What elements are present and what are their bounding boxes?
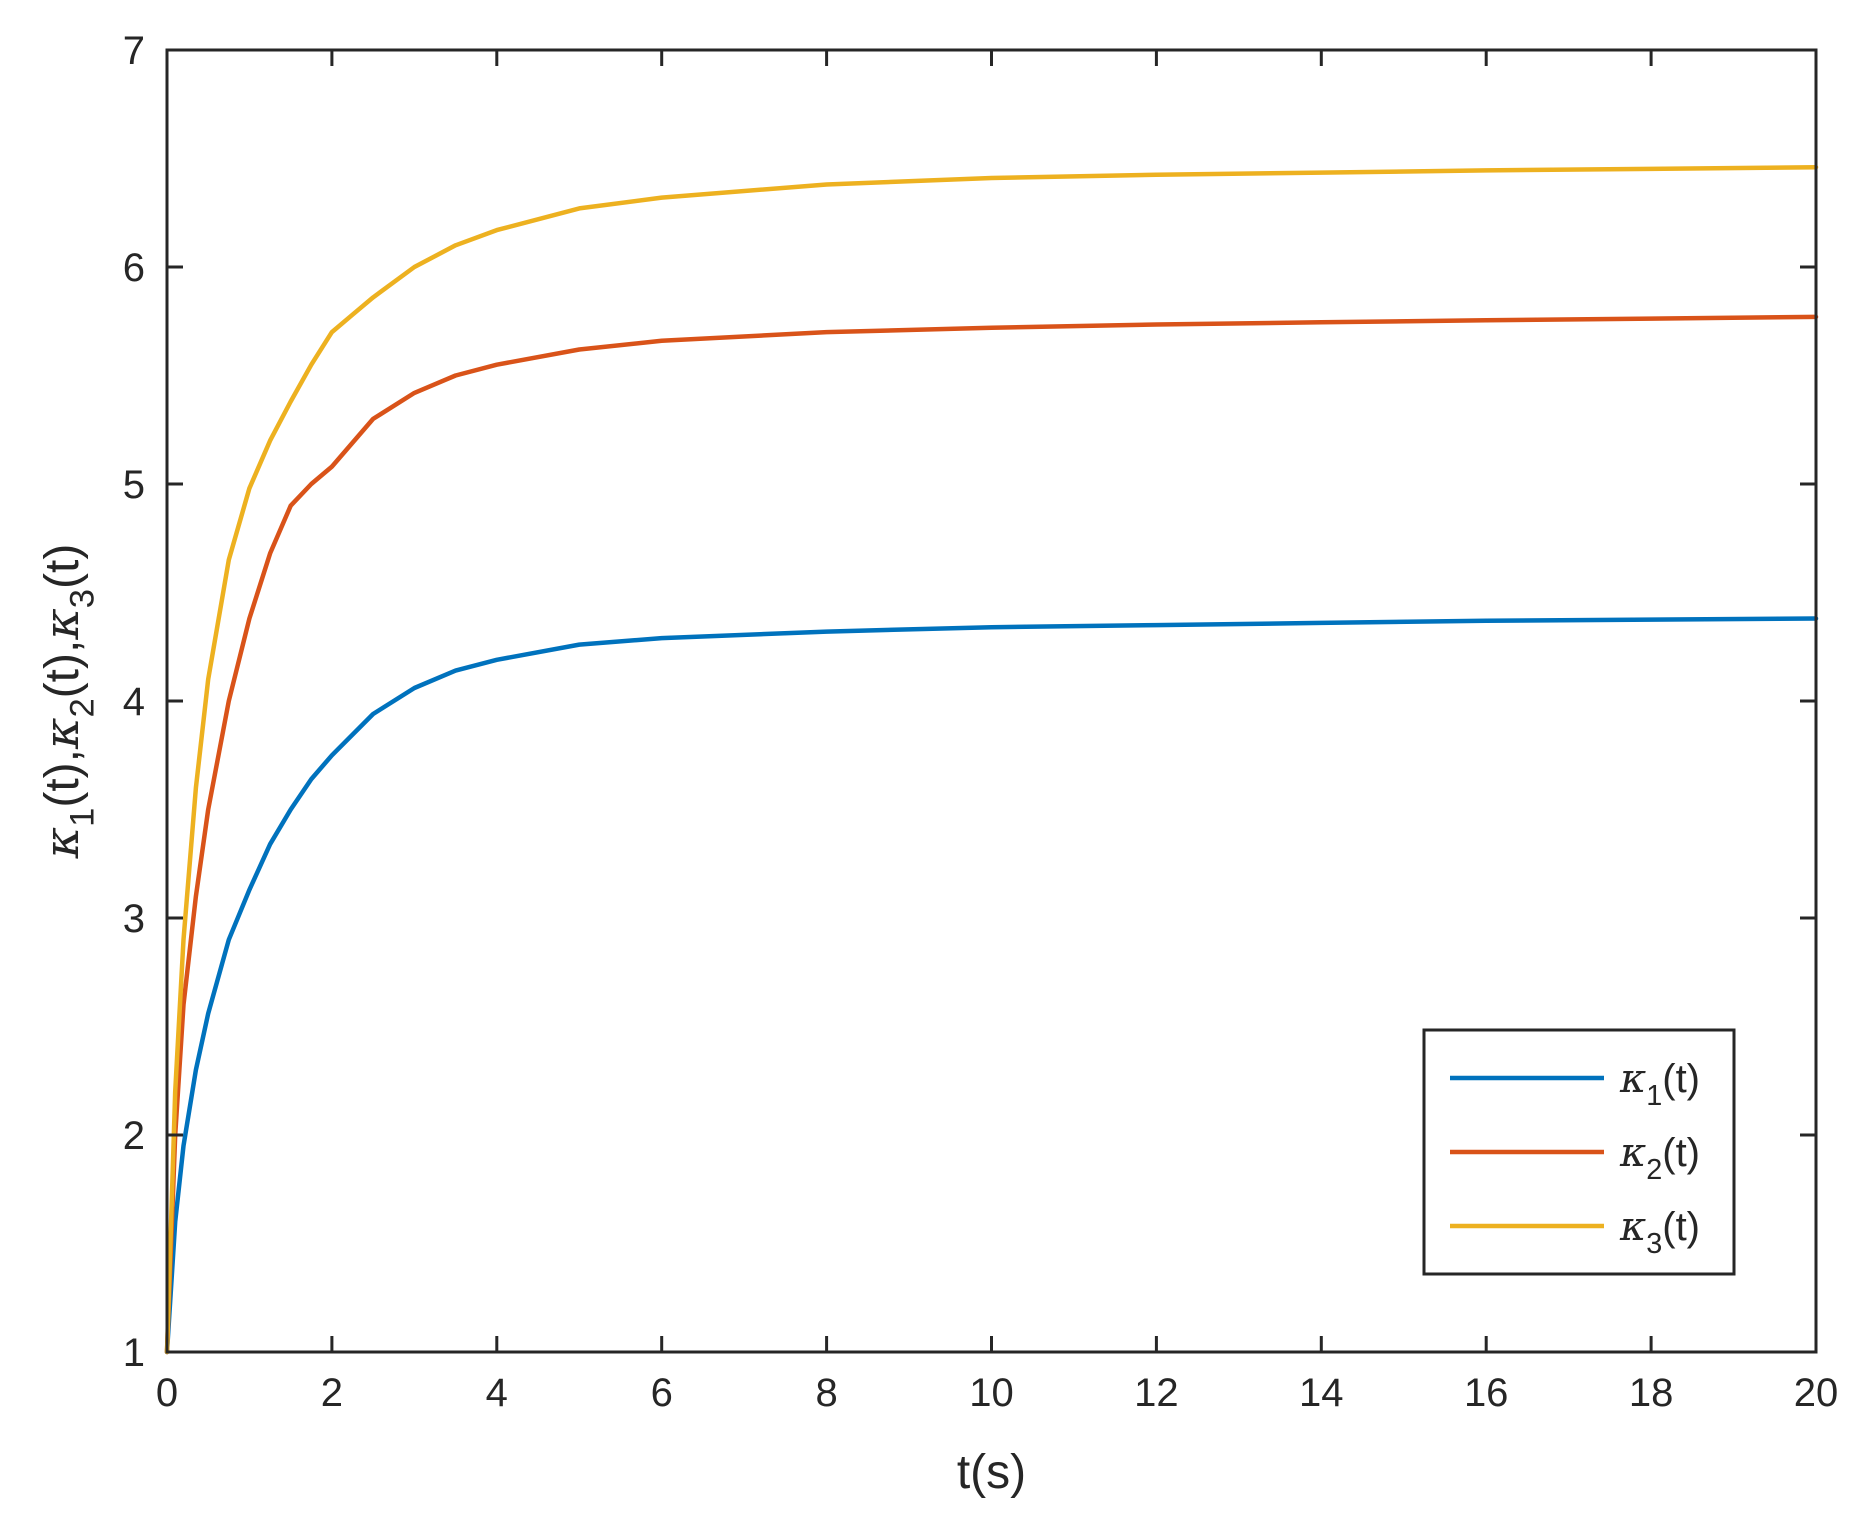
y-tick-label: 1 xyxy=(123,1331,145,1375)
x-tick-label: 10 xyxy=(969,1371,1014,1415)
y-tick-label: 6 xyxy=(123,246,145,290)
series-line-kappa2 xyxy=(164,314,1819,1355)
plot-frame xyxy=(165,48,1818,1354)
y-axis-label: κ1(t),κ2(t),κ3(t) xyxy=(34,544,101,860)
series-line-kappa1 xyxy=(164,616,1819,1355)
series-layer xyxy=(164,164,1819,1355)
x-tick-label: 8 xyxy=(815,1371,837,1415)
x-tick-label: 4 xyxy=(486,1371,508,1415)
x-tick-label: 2 xyxy=(321,1371,343,1415)
legend: κ1(t) κ2(t) κ3(t) xyxy=(1422,1028,1736,1276)
y-tick-label: 7 xyxy=(123,29,145,73)
series-line-kappa3 xyxy=(164,164,1819,1355)
y-tick-label: 2 xyxy=(123,1114,145,1158)
x-tick-label: 20 xyxy=(1794,1371,1839,1415)
y-tick-label: 5 xyxy=(123,463,145,507)
legend-label-kappa3: κ3(t) xyxy=(1619,1204,1700,1260)
x-tick-label: 14 xyxy=(1299,1371,1344,1415)
x-tick-label: 6 xyxy=(651,1371,673,1415)
x-tick-label: 0 xyxy=(156,1371,178,1415)
x-tick-label: 16 xyxy=(1464,1371,1509,1415)
legend-label-kappa2: κ2(t) xyxy=(1619,1130,1700,1186)
x-tick-label: 12 xyxy=(1134,1371,1179,1415)
x-axis-label: t(s) xyxy=(957,1446,1026,1499)
x-tick-label: 18 xyxy=(1629,1371,1674,1415)
legend-label-kappa1: κ1(t) xyxy=(1619,1056,1700,1112)
y-axis-label-text: κ1(t),κ2(t),κ3(t) xyxy=(34,544,101,860)
y-tick-label: 3 xyxy=(123,897,145,941)
y-tick-label: 4 xyxy=(123,680,145,724)
